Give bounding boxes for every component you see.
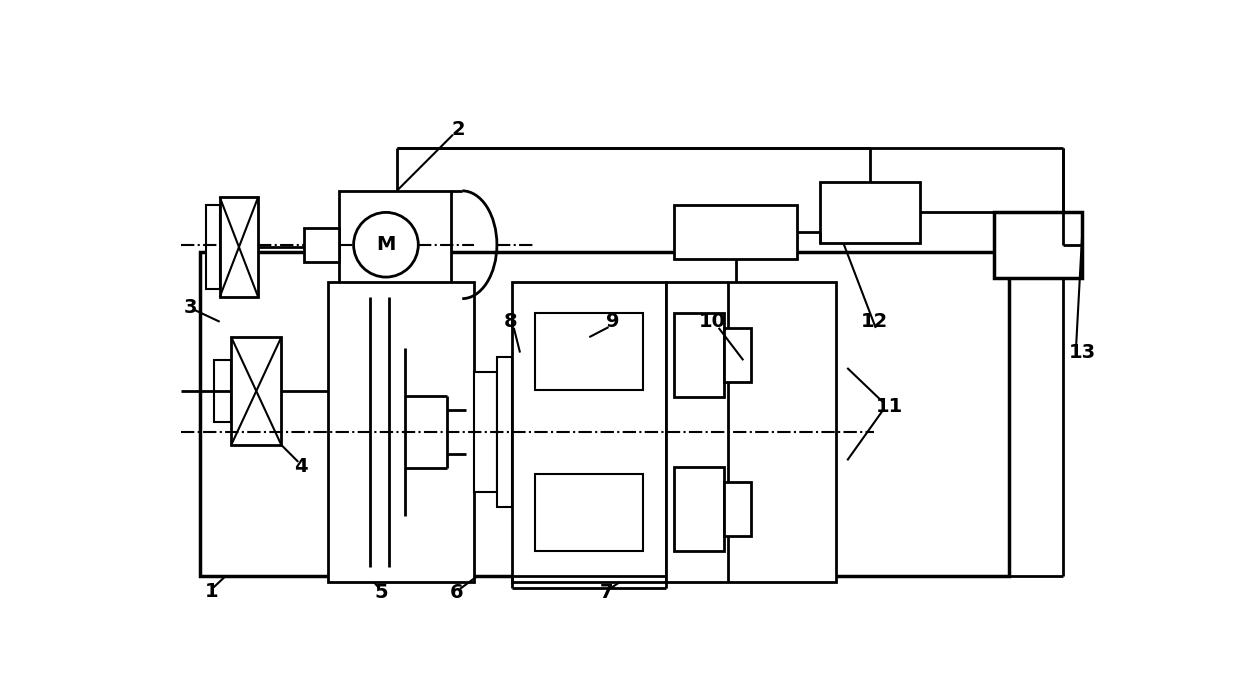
Bar [675,205,797,259]
Text: M: M [376,235,396,254]
Text: 6: 6 [450,583,464,602]
Bar [231,337,281,445]
Text: 3: 3 [184,298,197,318]
Text: 12: 12 [861,312,888,331]
Text: 11: 11 [875,397,903,416]
Bar [497,357,512,507]
Bar [675,466,724,552]
Text: 10: 10 [699,312,725,331]
Bar [339,191,450,299]
Text: 9: 9 [605,312,619,331]
Text: 7: 7 [599,583,613,602]
Text: 1: 1 [205,582,218,601]
Bar [201,253,1009,576]
Bar [821,181,920,243]
Bar [327,282,474,582]
Bar [215,361,231,422]
Bar [219,197,258,297]
Bar [666,282,836,582]
Bar [993,212,1083,278]
Bar [512,282,666,582]
Text: 13: 13 [1069,343,1096,362]
Bar [675,313,724,397]
Bar [206,205,219,289]
Bar [304,228,339,262]
Bar [724,482,751,536]
Text: 8: 8 [503,312,517,331]
Bar [536,313,644,390]
Bar [724,328,751,382]
Text: 4: 4 [294,457,308,476]
Text: 5: 5 [374,583,388,602]
Bar [536,474,644,552]
Text: 2: 2 [451,120,465,138]
Bar [474,372,497,492]
